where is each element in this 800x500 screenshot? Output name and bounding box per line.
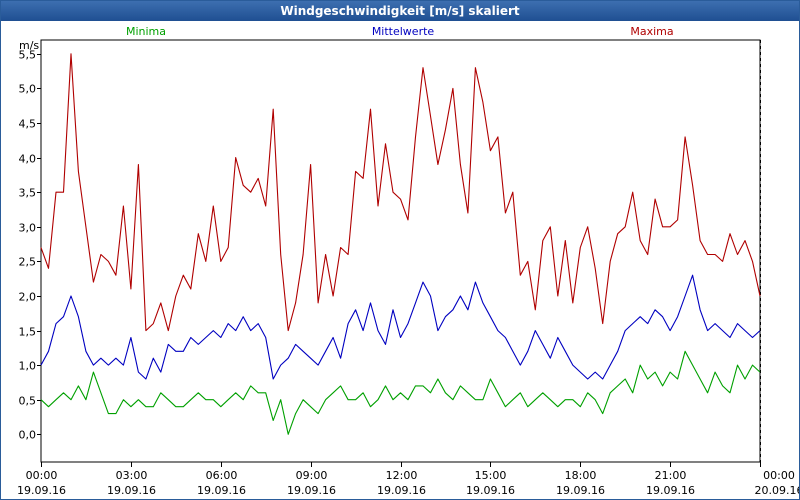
chart-area: 0,0 0,5 1,0 1,5 2,0 2,5 3,0 3,5 4,0 4,5 5,0 5,5m/s 0… [17, 25, 799, 497]
x-tick-label-time: 21:00 [655, 469, 687, 482]
y-tick-label: 0,5 [19, 395, 37, 408]
x-tick-label-date: 20.09.16 [755, 484, 799, 497]
x-tick-label-time: 15:00 [475, 469, 507, 482]
x-tick-label-date: 19.09.16 [377, 484, 426, 497]
legend-entry-maxima: Maxima [630, 25, 673, 38]
y-tick-label: 5,5 [19, 49, 37, 62]
legend-entry-mittelwerte: Mittelwerte [372, 25, 435, 38]
y-tick-label: 4,5 [19, 118, 37, 131]
y-tick-label: 0,0 [19, 429, 37, 442]
series-line-mittelwerte [40, 274, 761, 380]
x-tick-label-time: 03:00 [116, 469, 148, 482]
axes: 0,0 0,5 1,0 1,5 2,0 2,5 3,0 3,5 4,0 4,5 5,0 5,5m/s 0… [17, 39, 799, 497]
x-tick-label-date: 19.09.16 [646, 484, 695, 497]
y-tick-label: 2,5 [19, 256, 37, 269]
x-tick-label-time: 09:00 [296, 469, 328, 482]
x-tick-label-date: 19.09.16 [466, 484, 515, 497]
y-tick-label: 1,0 [19, 360, 37, 373]
x-tick-label-date: 19.09.16 [556, 484, 605, 497]
y-tick-label: 1,5 [19, 326, 37, 339]
legend-entry-minima: Minima [126, 25, 166, 38]
x-tick-label-date: 19.09.16 [17, 484, 66, 497]
y-tick-label: 2,0 [19, 291, 37, 304]
x-tick-label-time: 00:00 [763, 469, 795, 482]
y-axis-label: m/s [19, 39, 39, 52]
y-tick-label: 3,5 [19, 187, 37, 200]
x-tick-label-time: 06:00 [206, 469, 238, 482]
y-tick-label: 5,0 [19, 83, 37, 96]
y-tick-label: 3,0 [19, 222, 37, 235]
plot-frame [40, 39, 761, 463]
x-tick-label-time: 00:00 [26, 469, 58, 482]
x-tick-label-time: 12:00 [386, 469, 418, 482]
legend: Minima Mittelwerte Maxima [126, 25, 674, 38]
series-line-minima [40, 350, 761, 435]
x-tick-label-time: 18:00 [565, 469, 597, 482]
x-tick-label-date: 19.09.16 [197, 484, 246, 497]
series-line-maxima [40, 53, 761, 332]
series-lines [40, 53, 761, 435]
window-title: Windgeschwindigkeit [m/s] skaliert [1, 1, 799, 21]
y-tick-label: 4,0 [19, 153, 37, 166]
x-tick-label-date: 19.09.16 [107, 484, 156, 497]
x-tick-label-date: 19.09.16 [287, 484, 336, 497]
